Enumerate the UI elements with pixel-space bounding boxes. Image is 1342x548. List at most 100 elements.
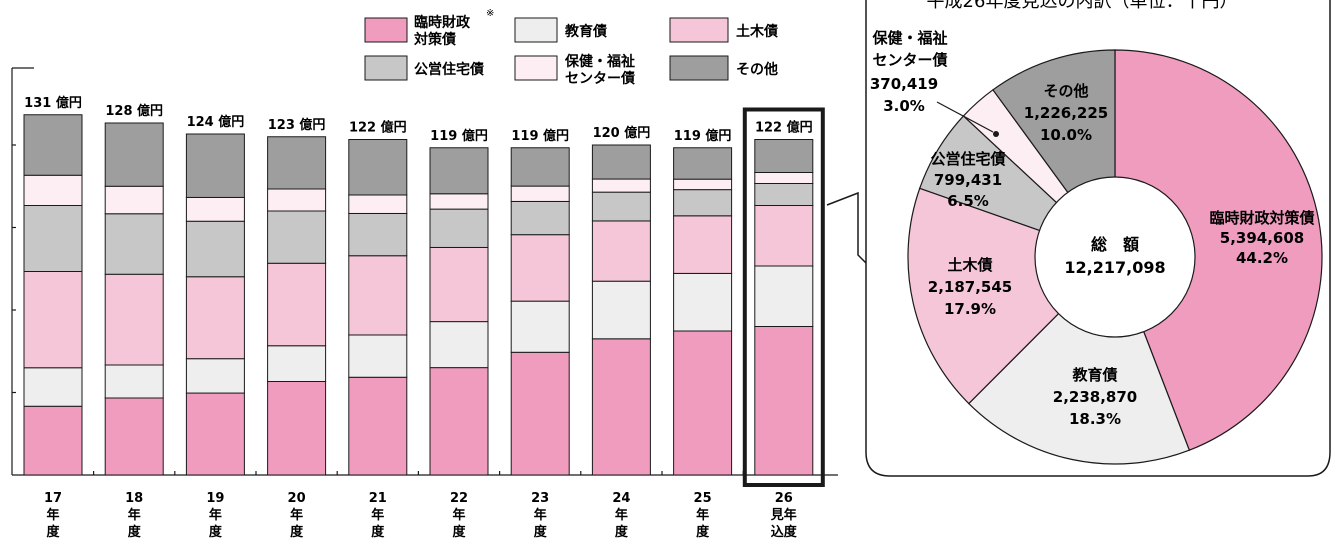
bar-segment-koei-25 [673,189,733,217]
x-label-suffix-21-1: 度 [371,524,385,540]
pie-label-koei-pct: 6.5% [947,192,989,210]
legend-label-kyoiku: 教育債 [565,23,607,40]
x-label-suffix-23-0: 年 [534,507,547,523]
y-axis-ticks [12,144,16,394]
pie-label-doboku-pct: 17.9% [944,300,996,318]
bar-segment-doboku-19 [185,276,245,360]
bar-total-label-26: 122 億円 [755,120,813,136]
bar-total-label-24: 120 億円 [593,125,651,141]
bar-segment-koei-18 [104,213,164,275]
pie-panel-frame [865,0,1331,477]
bar-segment-rinji-18 [104,397,164,476]
pie-label-doboku-name: 土木債 [947,256,992,274]
bar-segment-doboku-20 [267,262,327,347]
bar-total-label-22: 119 億円 [430,128,488,144]
bar-segment-other-26 [754,139,814,173]
bar-segment-kyoiku-25 [673,272,733,332]
x-axis-labels: 17年度18年度19年度20年度21年度22年度23年度24年度25年度26見年… [44,491,798,540]
bar-segment-koei-20 [267,210,327,264]
x-label-suffix-24-1: 度 [615,524,629,540]
bar-segment-hoken-20 [267,188,327,212]
legend-label-rinji-1: 臨時財政 [414,14,471,31]
pie-slice-rinji [1114,49,1323,451]
bar-segment-rinji-22 [429,367,489,476]
x-label-num-23: 23 [531,491,549,506]
x-label-suffix-18-1: 度 [128,524,142,540]
bar-segment-koei-24 [591,191,651,222]
x-label-num-22: 22 [450,491,468,506]
bar-segment-hoken-26 [754,172,814,184]
bar-segment-doboku-24 [591,220,651,282]
bar-segment-other-19 [185,133,245,198]
bar-segment-kyoiku-17 [23,367,83,407]
pie-label-doboku-value: 2,187,545 [928,278,1012,296]
bar-segment-koei-26 [754,183,814,206]
x-label-suffix-20-0: 年 [290,507,303,523]
x-label-suffix-17-0: 年 [46,507,59,523]
pie-label-hoken-name-1: 保健・福祉 [871,29,947,47]
bar-segment-hoken-24 [591,178,651,193]
bar-segment-other-23 [510,147,570,187]
bar-segment-other-18 [104,122,164,187]
pie-leader-hoken [936,101,994,133]
bar-segment-kyoiku-18 [104,364,164,399]
pie-label-koei-name: 公営住宅債 [930,150,1005,168]
x-label-suffix-22-0: 年 [452,507,465,523]
callout-connector [826,191,867,264]
bar-segment-other-25 [673,147,733,180]
bar-segment-rinji-19 [185,392,245,476]
bar-segment-kyoiku-21 [348,334,408,378]
bar-segment-other-20 [267,136,327,190]
bar-segment-kyoiku-24 [591,280,651,340]
bar-segment-hoken-25 [673,178,733,191]
bar-segment-kyoiku-22 [429,321,489,369]
x-label-suffix-25-1: 度 [696,524,710,540]
legend-label-other: その他 [736,61,778,78]
bar-total-label-23: 119 億円 [511,128,569,144]
x-label-num-19: 19 [206,491,224,506]
bar-total-label-20: 123 億円 [268,117,326,133]
x-label-suffix-22-1: 度 [452,524,466,540]
pie-label-rinji-pct: 44.2% [1236,249,1288,267]
bar-total-label-17: 131 億円 [24,95,82,111]
bar-segment-koei-23 [510,200,570,236]
legend-label-doboku: 土木債 [736,23,778,40]
bar-segment-doboku-23 [510,234,570,302]
pie-center-value: 12,217,098 [1064,258,1165,277]
bar-segment-doboku-18 [104,273,164,366]
bar-total-label-18: 128 億円 [105,103,163,119]
x-label-num-21: 21 [369,491,387,506]
bar-segment-rinji-21 [348,376,408,476]
x-label-num-20: 20 [288,491,306,506]
bar-total-label-25: 119 億円 [674,128,732,144]
pie-label-koei-value: 799,431 [934,171,1002,189]
bar-segment-koei-17 [23,205,83,272]
legend-swatch-rinji [364,17,408,43]
pie-labels: 臨時財政対策債 5,394,608 44.2% 教育債 2,238,870 18… [870,29,1315,428]
bar-segment-hoken-17 [23,174,83,206]
bar-segment-other-21 [348,139,408,196]
bar-segment-rinji-20 [267,381,327,476]
pie-label-other-pct: 10.0% [1040,126,1092,144]
pie-center-label: 総 額 [1091,235,1139,254]
pie-label-other-name: その他 [1043,82,1088,100]
x-label-num-18: 18 [125,491,143,506]
legend-swatch-doboku [669,17,729,43]
pie-leader-dot [993,131,999,137]
bar-segment-doboku-17 [23,271,83,369]
bar-series [23,114,814,476]
bar-segment-koei-22 [429,208,489,248]
x-label-suffix-17-1: 度 [46,524,60,540]
bar-segment-rinji-26 [754,326,814,476]
bar-segment-hoken-19 [185,196,245,222]
bar-segment-doboku-26 [754,205,814,267]
pie-center-hole [1034,176,1196,338]
bar-segment-other-22 [429,147,489,195]
bar-segment-koei-19 [185,220,245,278]
pie-label-kyoiku-value: 2,238,870 [1053,388,1137,406]
bar-segment-doboku-25 [673,215,733,274]
bar-segment-kyoiku-23 [510,300,570,353]
pie-label-hoken-name-2: センター債 [872,51,947,69]
bar-segment-rinji-23 [510,351,570,476]
